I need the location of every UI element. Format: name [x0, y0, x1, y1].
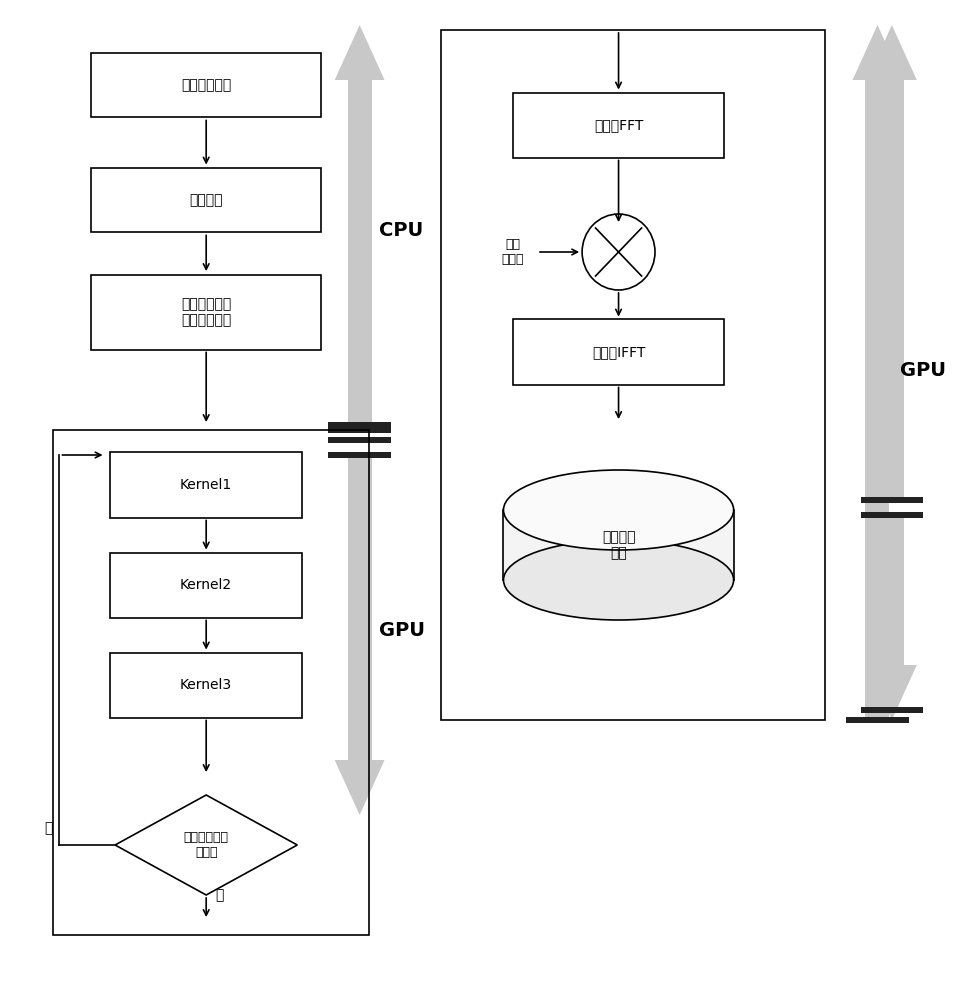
Text: Kernel2: Kernel2: [180, 578, 232, 592]
Ellipse shape: [503, 470, 734, 550]
FancyBboxPatch shape: [513, 93, 724, 157]
Bar: [328, 437, 391, 443]
Bar: [328, 427, 391, 433]
Text: 二维回波
数据: 二维回波 数据: [602, 530, 635, 560]
Text: 距离向IFFT: 距离向IFFT: [592, 345, 645, 359]
Text: 设置雷达参数: 设置雷达参数: [181, 78, 231, 92]
Text: 否: 否: [44, 821, 53, 835]
Bar: [861, 497, 924, 503]
Polygon shape: [115, 795, 297, 895]
Polygon shape: [853, 25, 902, 80]
Bar: [861, 497, 924, 503]
Polygon shape: [867, 25, 917, 80]
Text: 距离
调频项: 距离 调频项: [502, 238, 525, 266]
FancyBboxPatch shape: [110, 452, 302, 518]
FancyBboxPatch shape: [110, 552, 302, 618]
Text: 设置场景: 设置场景: [190, 193, 222, 207]
FancyBboxPatch shape: [91, 167, 321, 232]
Ellipse shape: [503, 540, 734, 620]
Text: 距离向FFT: 距离向FFT: [594, 118, 643, 132]
Bar: [347, 80, 372, 425]
Bar: [866, 80, 890, 720]
Text: 设置线程网格
分配全局内存: 设置线程网格 分配全局内存: [181, 297, 231, 327]
Bar: [880, 80, 904, 500]
FancyBboxPatch shape: [91, 52, 321, 117]
Text: Kernel3: Kernel3: [180, 678, 232, 692]
Bar: [328, 452, 391, 458]
Bar: [861, 512, 924, 518]
FancyBboxPatch shape: [110, 652, 302, 718]
Polygon shape: [867, 665, 917, 720]
Polygon shape: [335, 760, 385, 815]
Text: 遍历所有方位
时刻？: 遍历所有方位 时刻？: [184, 831, 228, 859]
Bar: [861, 707, 924, 713]
Text: Kernel1: Kernel1: [180, 478, 232, 492]
Bar: [347, 455, 372, 760]
Text: GPU: GPU: [900, 360, 946, 379]
Circle shape: [582, 214, 655, 290]
Bar: [328, 422, 391, 428]
Bar: [503, 510, 734, 580]
FancyBboxPatch shape: [91, 275, 321, 350]
Text: GPU: GPU: [379, 620, 425, 640]
Text: CPU: CPU: [379, 221, 423, 239]
FancyBboxPatch shape: [513, 319, 724, 384]
Text: 是: 是: [216, 888, 224, 902]
Bar: [880, 515, 904, 665]
Bar: [847, 717, 909, 723]
Polygon shape: [335, 25, 385, 80]
